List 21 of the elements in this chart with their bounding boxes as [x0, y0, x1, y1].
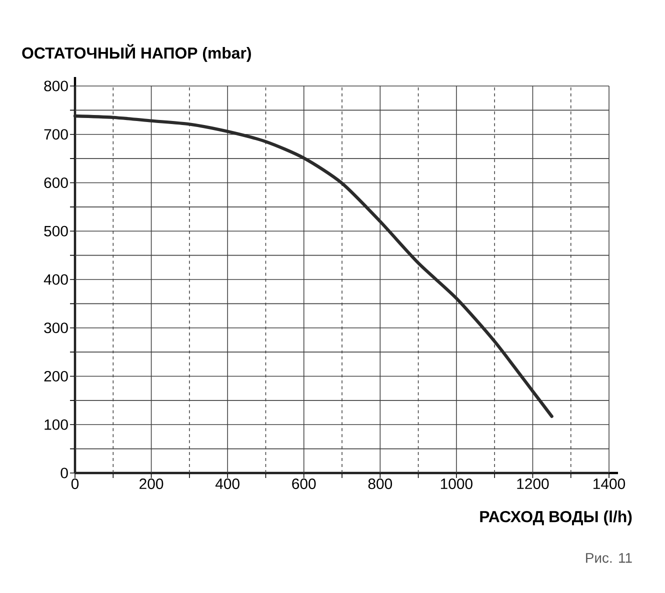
- y-tick-label: 500: [44, 226, 68, 236]
- y-tick-label: 300: [44, 322, 68, 334]
- y-axis-title: ОСТАТОЧНЫЙ НАПОР (mbar): [22, 44, 251, 62]
- y-tick-label: 0: [60, 468, 68, 478]
- x-tick-label: 0: [71, 478, 79, 490]
- y-tick-label: 800: [44, 80, 68, 92]
- line-series: [73, 114, 554, 418]
- y-tick-label: 100: [44, 419, 68, 430]
- x-tick-label: 600: [292, 478, 316, 490]
- text: Рис. 11: [586, 553, 632, 563]
- y-tick-label: 400: [44, 274, 68, 285]
- x-tick-label: 200: [140, 478, 164, 490]
- x-tick-label: 1000: [440, 478, 472, 490]
- x-tick-label: 800: [368, 478, 392, 490]
- x-tick-label: 400: [215, 478, 240, 490]
- x-tick-label: 1200: [517, 478, 549, 490]
- y-tick-label: 700: [44, 129, 68, 140]
- y-tick-label: 600: [44, 177, 68, 188]
- y-tick-label: 200: [44, 370, 68, 382]
- x-tick-label: 1400: [594, 478, 626, 490]
- x-axis-title: РАСХОД ВОДЫ (l/h): [480, 510, 632, 526]
